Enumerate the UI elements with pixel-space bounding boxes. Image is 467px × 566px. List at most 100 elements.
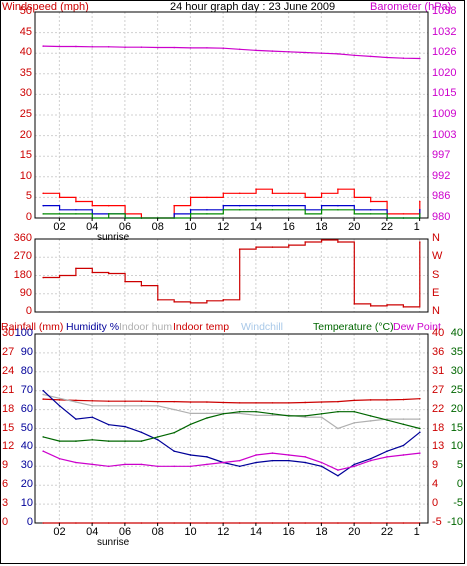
panel3-grid (35, 333, 428, 524)
compass-tick-label: S (432, 268, 440, 281)
direction-tick-label: 360 (13, 232, 32, 244)
humidity-tick-label: 100 (14, 327, 33, 339)
dewpoint-tick-label: 40 (450, 327, 463, 339)
dewpoint-tick-label: 35 (450, 345, 463, 358)
windspeed-tick-label: 15 (19, 149, 32, 162)
temperature-tick-label: 18 (432, 421, 445, 434)
panel3-xtick-label: 08 (151, 526, 164, 538)
legend-temperature: Temperature (°C) (313, 321, 394, 333)
dewpoint-tick-label: -5 (453, 497, 463, 510)
rainfall-tick-label: 12 (2, 440, 15, 453)
humidity-tick-label: 10 (20, 497, 33, 510)
humidity-tick-label: 20 (20, 478, 33, 491)
barometer-tick-label: 1026 (432, 46, 457, 59)
humidity-tick-label: 90 (20, 345, 33, 358)
temperature-tick-label: -5 (432, 516, 442, 528)
panel3-series-5-line (42, 450, 420, 471)
windspeed-tick-label: 40 (19, 46, 32, 59)
rainfall-tick-label: 30 (2, 327, 15, 339)
temperature-tick-label: 0 (432, 497, 439, 510)
panel1-xtick-label: 16 (282, 221, 295, 233)
windspeed-tick-label: 25 (19, 108, 32, 120)
humidity-tick-label: 40 (20, 440, 33, 453)
panel3-xtick-label: 02 (53, 526, 66, 538)
panel1-series-3-line (43, 209, 421, 219)
windspeed-tick-label: 0 (25, 211, 32, 223)
panel2-grid (35, 238, 428, 313)
direction-series-line (43, 239, 421, 308)
rainfall-tick-label: 27 (2, 345, 15, 358)
barometer-axis-label: Barometer (hPa) (370, 1, 452, 13)
windspeed-tick-label: 45 (19, 25, 32, 38)
panel2-border (34, 238, 429, 313)
humidity-tick-label: 70 (20, 383, 33, 396)
barometer-tick-label: 986 (432, 190, 451, 203)
barometer-tick-label: 1032 (432, 25, 457, 38)
rainfall-tick-label: 18 (2, 402, 15, 415)
panel3-xtick-label: 12 (217, 526, 230, 538)
temperature-tick-label: 22 (432, 402, 445, 415)
panel3-xtick-label: 20 (348, 526, 361, 538)
dewpoint-tick-label: 30 (450, 364, 463, 377)
panel1-border (34, 11, 429, 219)
humidity-tick-label: 30 (20, 459, 33, 472)
windspeed-tick-label: 30 (19, 87, 32, 100)
panel3-sunrise-label: sunrise (97, 537, 130, 548)
panel1-xtick-label: 22 (380, 221, 394, 233)
panel3-xtick-label: 14 (249, 526, 263, 538)
panel1-xtick-label: 10 (184, 221, 197, 233)
panel1-xtick-label: 1 (413, 221, 420, 233)
panel3-series-3-line (42, 390, 421, 477)
barometer-tick-label: 1003 (432, 128, 457, 141)
windspeed-tick-label: 20 (19, 128, 32, 141)
rainfall-tick-label: 21 (2, 383, 15, 396)
compass-tick-label: E (432, 286, 440, 299)
humidity-tick-label: 60 (20, 402, 33, 415)
legend-dew-point: Dew Point (393, 321, 441, 333)
dewpoint-tick-label: 5 (456, 459, 463, 472)
humidity-tick-label: 50 (20, 421, 33, 434)
chart-title: 24 hour graph day : 23 June 2009 (170, 1, 336, 13)
windspeed-axis-label: Windspeed (mph) (2, 1, 89, 13)
temperature-tick-label: 4 (432, 478, 439, 491)
panel1-series-1-line (43, 188, 421, 219)
panel1-xtick-label: 02 (53, 221, 66, 233)
windspeed-tick-label: 35 (19, 66, 32, 79)
windspeed-tick-label: 50 (19, 5, 32, 17)
rainfall-tick-label: 9 (2, 459, 9, 472)
legend-indoor-hum: Indoor hum (119, 321, 173, 333)
dewpoint-tick-label: 0 (456, 478, 463, 491)
panel1-grid (35, 11, 428, 219)
panel1-series-0-line (43, 45, 420, 60)
temperature-tick-label: 13 (432, 440, 445, 453)
legend-windchill: Windchill (241, 321, 284, 333)
rainfall-tick-label: 6 (2, 478, 9, 491)
legend-humidity: Humidity % (66, 321, 120, 333)
rainfall-tick-label: 3 (2, 497, 9, 510)
compass-tick-label: W (432, 250, 443, 263)
panel1-xtick-label: 14 (249, 221, 263, 233)
temperature-tick-label: 36 (432, 345, 445, 358)
dewpoint-tick-label: 10 (450, 440, 463, 453)
dewpoint-tick-label: -10 (447, 516, 463, 528)
panel1-xtick-label: 04 (86, 221, 99, 233)
rainfall-tick-label: 24 (2, 364, 15, 377)
barometer-tick-label: 1020 (432, 66, 457, 79)
rainfall-tick-label: 15 (2, 421, 15, 434)
panel1-xtick-label: 20 (348, 221, 361, 233)
windspeed-tick-label: 5 (25, 190, 32, 203)
legend-rainfall: Rainfall (mm) (1, 321, 64, 333)
panel3-xtick-label: 06 (118, 526, 132, 538)
panel3-xtick-label: 04 (86, 526, 99, 538)
direction-tick-label: 90 (19, 286, 32, 299)
panel1-xtick-label: 06 (118, 221, 132, 233)
panel3-xtick-label: 22 (380, 526, 394, 538)
panel1-xtick-label: 12 (217, 221, 230, 233)
barometer-tick-label: 992 (432, 169, 451, 182)
temperature-tick-label: 40 (432, 327, 445, 339)
windspeed-tick-label: 10 (19, 169, 32, 182)
compass-tick-label: N (432, 232, 440, 244)
panel3-xtick-label: 16 (282, 526, 295, 538)
